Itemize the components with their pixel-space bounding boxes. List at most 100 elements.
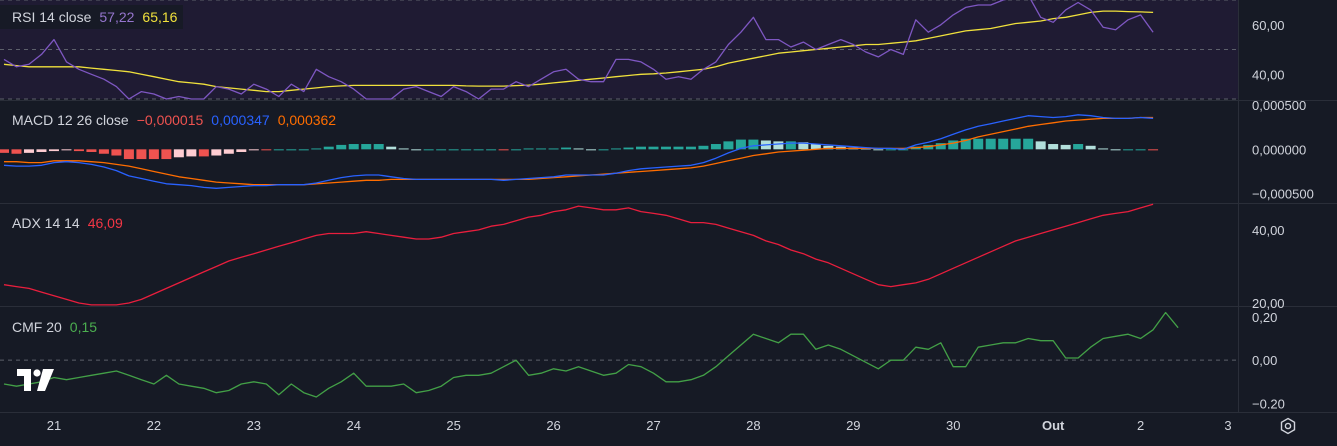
cmf-legend-label: CMF 20 (12, 319, 62, 335)
macd-histogram-bar (660, 146, 671, 150)
adx-axis-label: 20,00 (1252, 296, 1285, 311)
macd-histogram-bar (336, 144, 347, 150)
macd-histogram-bar (211, 149, 222, 156)
macd-histogram-bar (248, 149, 259, 151)
macd-histogram-bar (261, 149, 272, 151)
macd-histogram-bar (423, 149, 434, 151)
time-axis-label: 29 (846, 418, 860, 433)
cmf-line (3, 311, 1179, 398)
macd-histogram-bar (635, 146, 646, 150)
macd-histogram-bar (586, 149, 597, 151)
time-axis-label: 28 (746, 418, 760, 433)
macd-histogram-bar (148, 149, 159, 160)
macd-histogram-bar (1135, 149, 1146, 151)
macd-histogram-bar (960, 138, 971, 150)
rsi-axis-label: 60,00 (1252, 18, 1285, 33)
cmf-legend[interactable]: CMF 20 0,15 (0, 315, 103, 339)
tradingview-logo-icon (17, 369, 54, 391)
macd-axis-label: 0,000000 (1252, 142, 1306, 157)
macd-histogram-bar (461, 149, 472, 151)
macd-histogram-bar (1098, 148, 1109, 150)
macd-histogram-bar (1048, 144, 1059, 150)
macd-signal-value: 0,000362 (277, 112, 337, 128)
macd-histogram-bar (361, 144, 372, 150)
adx-legend-label: ADX 14 14 (12, 215, 80, 231)
macd-histogram-bar (123, 149, 134, 160)
macd-histogram-bar (198, 149, 209, 157)
macd-histogram-bar (948, 140, 959, 150)
adx-axis-label: 40,00 (1252, 223, 1285, 238)
rsi-legend[interactable]: RSI 14 close 57,22 65,16 (0, 5, 184, 29)
macd-histogram-bar (823, 145, 834, 150)
time-axis-label: 22 (147, 418, 161, 433)
macd-line (3, 114, 1154, 189)
macd-histogram-bar (348, 144, 359, 150)
macd-histogram-bar (511, 149, 522, 151)
cmf-axis-label: 0,20 (1252, 310, 1277, 325)
macd-histogram-bar (1110, 149, 1121, 151)
macd-histogram-bar (61, 149, 72, 151)
macd-histogram-bar (885, 149, 896, 151)
macd-histogram-bar (1060, 144, 1071, 150)
rsi-line (3, 0, 1154, 100)
macd-histogram-bar (710, 144, 721, 150)
macd-histogram-bar (873, 149, 884, 151)
rsi-ma-value: 65,16 (142, 9, 178, 25)
macd-histogram-bar (411, 149, 422, 151)
macd-histogram-bar (86, 149, 97, 152)
macd-histogram-bar (273, 149, 284, 151)
macd-histogram-bar (1148, 149, 1159, 151)
macd-histogram-bar (573, 148, 584, 150)
macd-histogram-bar (98, 149, 109, 154)
macd-histogram-bar (111, 149, 122, 156)
macd-histogram-bar (473, 149, 484, 151)
macd-histogram-bar (223, 149, 234, 154)
macd-signal-line (4, 116, 1154, 186)
macd-histogram-bar (73, 149, 84, 152)
macd-histogram-bar (785, 141, 796, 150)
cmf-axis-label: −0.20 (1252, 397, 1285, 412)
macd-histogram-bar (548, 148, 559, 150)
macd-histogram-bar (798, 142, 809, 150)
rsi-legend-label: RSI 14 close (12, 9, 92, 25)
time-axis-label: 2 (1137, 418, 1144, 433)
time-axis-label: 3 (1224, 418, 1231, 433)
macd-histogram-bar (1073, 144, 1084, 150)
macd-axis-label: 0,000500 (1252, 98, 1306, 113)
macd-histogram-bar (698, 145, 709, 150)
macd-histogram-bar (985, 138, 996, 150)
rsi-axis-label: 40,00 (1252, 67, 1285, 82)
cmf-value: 0,15 (69, 319, 98, 335)
macd-histogram-bar (436, 149, 447, 151)
adx-value: 46,09 (87, 215, 123, 231)
macd-histogram-bar (311, 148, 322, 150)
macd-histogram-bar (136, 149, 147, 160)
macd-histogram-bar (973, 138, 984, 150)
macd-legend[interactable]: MACD 12 26 close −0,000015 0,000347 0,00… (0, 108, 342, 132)
macd-histogram-bar (323, 146, 334, 150)
macd-histogram-bar (1123, 149, 1134, 151)
gear-icon[interactable] (1278, 416, 1298, 436)
macd-histogram-bar (48, 149, 59, 152)
macd-histogram-bar (161, 149, 172, 160)
macd-histogram-bar (398, 148, 409, 150)
macd-histogram-bar (448, 149, 459, 151)
macd-hist-value: −0,000015 (136, 112, 204, 128)
macd-histogram-bar (486, 149, 497, 151)
macd-histogram-bar (298, 149, 309, 151)
macd-histogram-bar (186, 149, 197, 157)
macd-histogram-bar (935, 143, 946, 150)
time-axis-label: 30 (946, 418, 960, 433)
macd-histogram-bar (723, 141, 734, 150)
macd-histogram-bar (0, 149, 9, 153)
macd-histogram-bar (748, 139, 759, 150)
rsi-ma-line (3, 10, 1154, 93)
macd-histogram-bar (685, 146, 696, 150)
time-axis-label: 24 (346, 418, 360, 433)
macd-histogram-bar (373, 144, 384, 150)
macd-histogram-bar (23, 149, 34, 153)
adx-legend[interactable]: ADX 14 14 46,09 (0, 211, 129, 235)
rsi-value: 57,22 (99, 9, 135, 25)
macd-histogram-bar (648, 146, 659, 150)
